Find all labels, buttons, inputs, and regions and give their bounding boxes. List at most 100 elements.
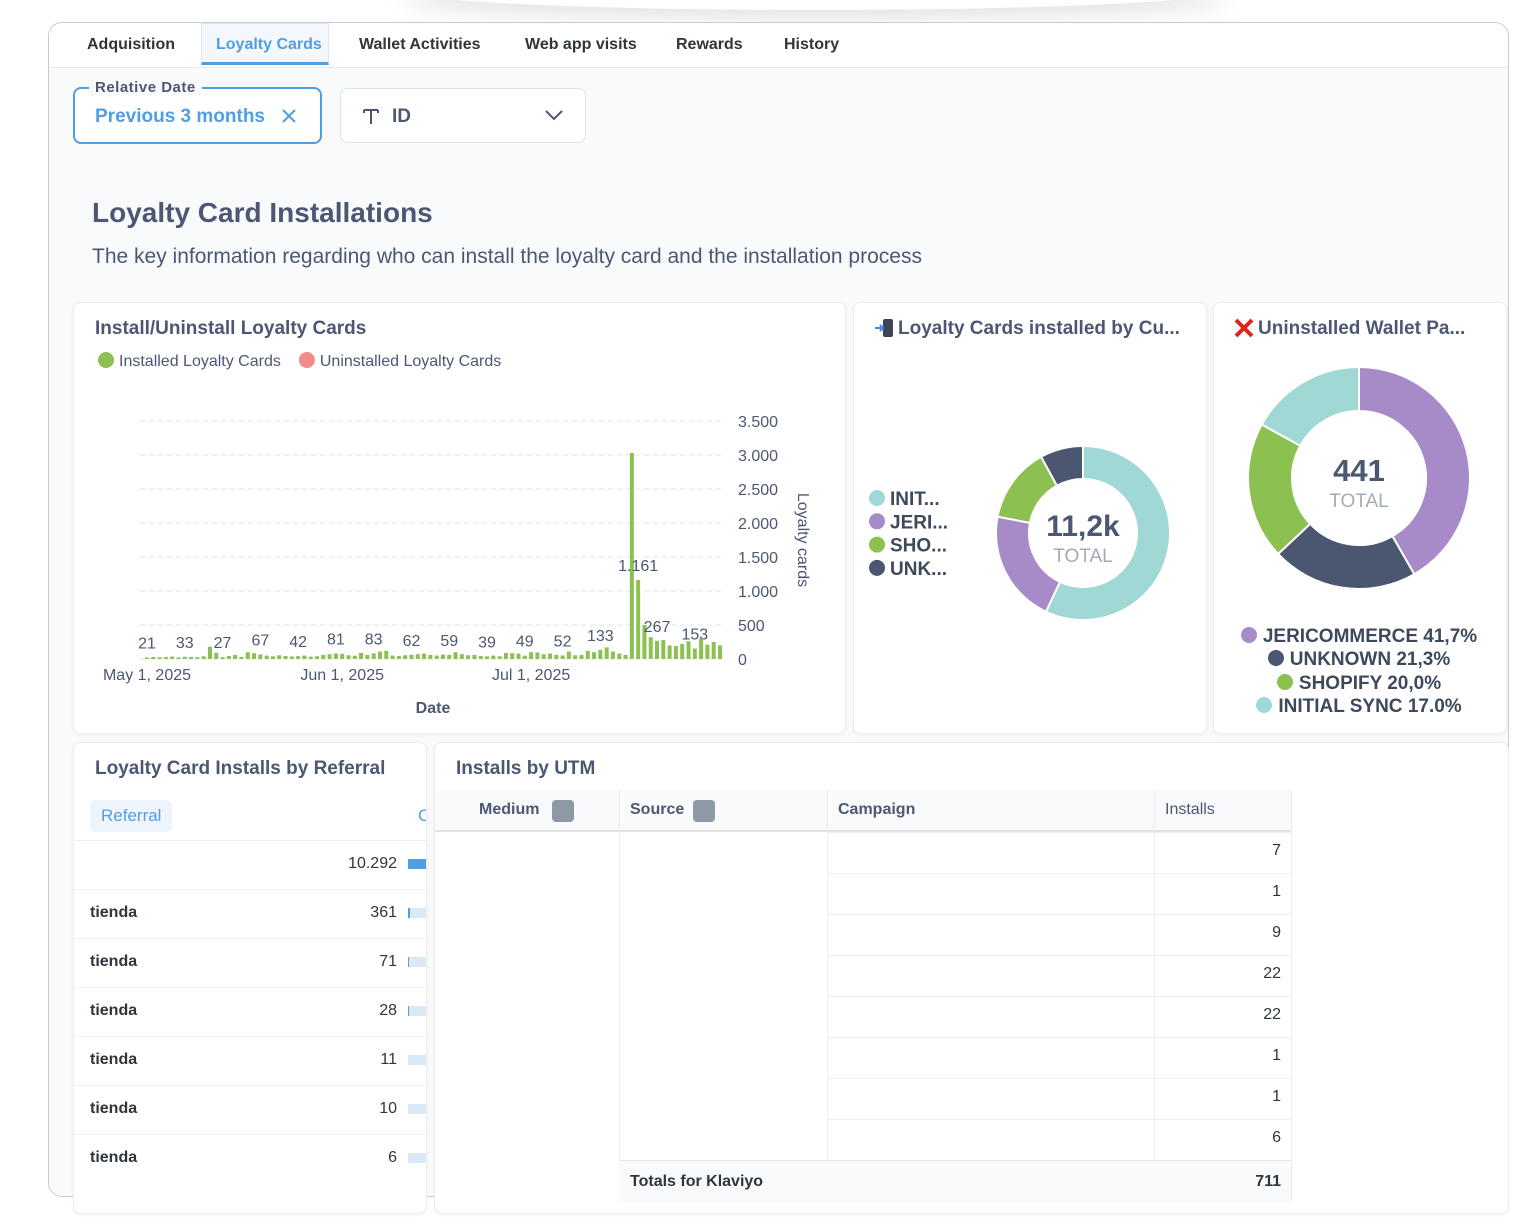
bar [390,655,395,659]
y-tick-label: 3.000 [738,448,778,465]
bar [629,452,634,659]
bar [239,656,244,659]
bar [302,655,307,659]
legend-value: 20,0% [1387,672,1442,694]
tab[interactable]: Rewards [676,36,743,53]
cell: 361 [370,904,397,921]
bar [226,655,231,659]
data-label: 62 [403,633,421,650]
y-tick-label: 1.500 [738,550,778,567]
cell: tienda [90,904,138,921]
bar [359,652,364,659]
bar [541,654,546,659]
table-row: tienda 361 [74,889,426,939]
tab[interactable]: Loyalty Cards [216,36,322,53]
cell: 71 [379,953,397,970]
cell: 1 [1272,1088,1281,1105]
legend-label: UNK... [890,559,947,580]
x-tick-label: Jun 1, 2025 [300,667,384,684]
donut-total: 11,2k [1046,510,1120,543]
table-row: tienda 28 [74,987,426,1037]
id-filter[interactable] [340,88,586,143]
bar [522,655,527,659]
cross-icon [1234,318,1254,338]
bar [554,654,559,659]
donut-slice [1044,444,1172,621]
bar [214,652,219,659]
y-tick-label: 0 [738,652,747,669]
bar [195,657,200,659]
cell: tienda [90,1149,138,1166]
legend-marker [869,490,885,506]
bar-track [408,1153,426,1163]
bar [598,649,603,659]
bar-track [408,1055,426,1065]
bar [283,655,288,659]
bar [491,655,496,659]
legend-marker [869,513,885,530]
bar [315,656,320,659]
bar [510,653,515,659]
cell: 7 [1272,842,1281,859]
table-row: 22 [827,996,1291,1037]
data-label: 33 [176,635,194,652]
bar [182,656,187,659]
legend-item: UNKNOWN 21,3% [1213,649,1505,672]
bar [170,656,175,659]
cell: tienda [90,1051,138,1068]
bar [711,642,716,659]
bar [692,648,697,659]
bar [163,657,168,659]
bar-track [408,957,426,967]
bar [592,652,597,659]
legend-label: INITIAL SYNC [1278,696,1403,718]
column-divider [619,790,620,1200]
donut-slice [1358,365,1471,576]
tab[interactable]: History [784,36,840,53]
card: Referral C 10.292 tienda 361 tienda 71 tienda 28… [73,742,427,1214]
tab[interactable]: Web app visits [525,36,637,53]
y-tick-label: 2.500 [738,482,778,499]
bar [686,641,691,659]
tab[interactable]: Wallet Activities [359,36,481,53]
bar [699,638,704,659]
table-title: Loyalty Card Installs by Referral [95,758,386,779]
cell: 10.292 [348,855,397,872]
cell: 1 [1272,1047,1281,1064]
bar [642,625,647,659]
bar [478,655,483,659]
filter-value: ID [392,106,411,127]
legend-marker [1240,627,1257,643]
bar [516,653,521,659]
bar [340,653,345,659]
bar [497,656,502,659]
bar [289,656,294,659]
bar [648,637,653,659]
data-label: 21 [138,636,156,653]
bar [365,654,370,659]
section-title: Loyalty Card Installations [92,197,433,228]
legend-marker [869,536,885,553]
bar [573,655,578,659]
bar [566,651,571,659]
legend-label: INIT... [890,489,940,510]
card: Medium Source Campaign Installs 7 1 9 22 22 1 1 6 To… [434,742,1509,1214]
data-label: 59 [440,633,458,650]
column-header: C [418,806,426,826]
legend-label: SHO... [890,536,947,557]
data-label: 83 [365,631,383,648]
bar [718,645,722,659]
y-tick-label: 2.000 [738,516,778,533]
bar [579,654,584,659]
bar [176,657,181,659]
donut-total-label: TOTAL [1053,546,1112,567]
legend-marker [1256,697,1273,714]
table-row: 1 [827,873,1291,914]
data-label: 49 [516,634,534,651]
table-row: 10.292 [74,840,426,890]
table-row: 6 [827,1119,1291,1160]
tab[interactable]: Adquisition [87,36,175,53]
clear-icon[interactable] [280,107,298,125]
